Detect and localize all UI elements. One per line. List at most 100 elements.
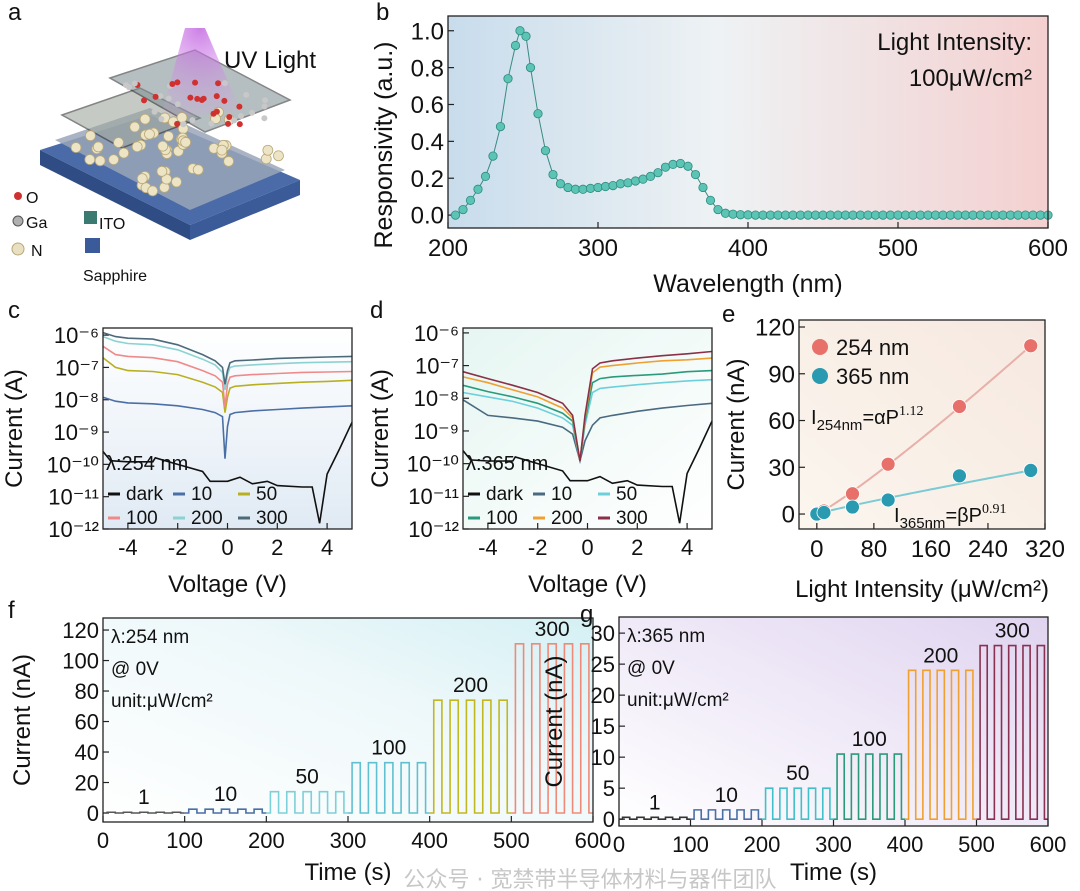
formula-mid: =βP: [945, 505, 982, 527]
photocurrent-trace-100: [348, 761, 430, 814]
y-tick-label: 10⁻⁸: [54, 388, 99, 413]
nitrogen-atom: [157, 140, 169, 152]
responsivity-point: [515, 26, 525, 36]
data-point-365nm: [880, 492, 896, 508]
y-tick-label: 10⁻¹²: [408, 517, 459, 542]
y-tick-label: 10⁻⁹: [413, 419, 459, 444]
oxygen-atom: [141, 97, 148, 104]
responsivity-point: [521, 31, 531, 41]
responsivity-point: [458, 204, 468, 215]
nitrogen-atom: [260, 153, 272, 165]
formula-sub: 365nm: [900, 515, 946, 532]
legend-gallium: Ga: [26, 215, 47, 232]
x-tick-label: 2: [271, 535, 283, 560]
gallium-atom: [189, 117, 196, 124]
y-tick-label: 5: [603, 776, 615, 801]
y-axis-label: Current (nA): [723, 358, 750, 490]
data-point-254nm: [1023, 338, 1039, 354]
condition-annotation: @ 0V: [111, 659, 159, 680]
x-tick-label: 100: [672, 832, 709, 857]
responsivity-point: [600, 181, 611, 192]
gallium-atom: [126, 84, 133, 91]
responsivity-point: [525, 63, 536, 73]
data-point-365nm: [845, 499, 860, 515]
legend-sapphire: Sapphire: [83, 268, 147, 285]
condition-annotation: λ:365 nm: [627, 626, 705, 647]
x-tick-label: 200: [428, 235, 468, 262]
plot-background: [619, 617, 1048, 826]
condition-annotation: @ 0V: [627, 658, 675, 679]
oxygen-atom: [174, 79, 181, 86]
legend-label-50: 50: [616, 484, 637, 505]
legend-ito: ITO: [99, 216, 125, 233]
y-tick-label: 20: [591, 683, 615, 708]
legend-label-100: 100: [126, 508, 158, 529]
x-axis-label: Time (s): [790, 859, 877, 886]
wavelength-annotation: λ:365 nm: [466, 453, 548, 475]
intensity-label-300: 300: [535, 618, 570, 641]
formula-mid: =αP: [862, 407, 899, 429]
x-axis-label: Light Intensity (μW/cm²): [795, 576, 1049, 603]
x-tick-label: 500: [958, 832, 995, 857]
photocurrent-trace-200: [905, 669, 977, 820]
oxygen-atom: [174, 120, 181, 127]
formula-base: I: [811, 407, 817, 429]
intensity-label-50: 50: [295, 766, 318, 789]
data-point-365nm: [1023, 462, 1039, 478]
responsivity-point: [630, 176, 641, 186]
y-tick-label: 25: [591, 652, 615, 677]
responsivity-point: [495, 122, 506, 132]
responsivity-point: [690, 169, 701, 180]
nitrogen-atom: [216, 144, 228, 156]
intensity-label-200: 200: [453, 674, 488, 697]
gallium-atom: [231, 117, 238, 124]
oxygen-atom: [192, 79, 199, 86]
gallium-atom: [221, 80, 228, 87]
intensity-label-1: 1: [649, 791, 661, 814]
responsivity-point: [698, 182, 708, 193]
legend-nitrogen: N: [31, 243, 43, 260]
nitrogen-atom: [92, 141, 104, 153]
legend-label-dark: dark: [486, 484, 523, 505]
iv-curve-10: [102, 396, 353, 459]
y-axis-label: Current (nA): [9, 654, 36, 786]
gallium-atom: [237, 112, 244, 119]
legend-label-300: 300: [256, 508, 288, 529]
fit-formula-0: I254nm=αP1.12: [811, 404, 924, 434]
nitrogen-atom: [136, 173, 148, 185]
photocurrent-trace-10: [690, 809, 762, 820]
photocurrent-trace-300: [976, 644, 1048, 820]
oxygen-atom: [187, 94, 194, 101]
intensity-label-100: 100: [852, 728, 887, 751]
responsivity-point: [720, 208, 731, 218]
x-axis-label: Wavelength (nm): [653, 270, 842, 298]
formula-sub: 254nm: [817, 417, 863, 434]
plot-frame: [447, 15, 1049, 229]
plot-background: [463, 328, 712, 529]
y-tick-label: 10⁻⁷: [415, 354, 459, 379]
gallium-atom: [131, 80, 138, 87]
data-point-365nm: [816, 505, 832, 520]
iv-curve-10: [462, 399, 713, 465]
panel-letter-c: c: [8, 297, 20, 324]
photocurrent-trace-1: [103, 811, 185, 814]
y-tick-label: 10⁻¹¹: [408, 484, 459, 509]
plot-frame: [462, 327, 713, 530]
y-tick-label: 120: [755, 315, 795, 342]
data-point-254nm: [952, 399, 967, 414]
gallium-atom: [157, 93, 164, 100]
x-axis-label: Voltage (V): [168, 571, 287, 598]
gallium-atom: [243, 91, 250, 98]
responsivity-point: [465, 195, 476, 205]
gallium-atom: [249, 109, 256, 116]
responsivity-point: [683, 161, 693, 171]
y-axis-label: Current (A): [1, 369, 28, 488]
x-tick-label: -4: [478, 535, 498, 560]
formula-sup: 0.91: [982, 502, 1007, 517]
plot-frame: [102, 617, 594, 823]
responsivity-point: [488, 151, 498, 161]
y-axis-label: Current (A): [367, 369, 394, 488]
gallium-legend-icon: [12, 215, 24, 227]
x-tick-label: 160: [911, 536, 951, 563]
